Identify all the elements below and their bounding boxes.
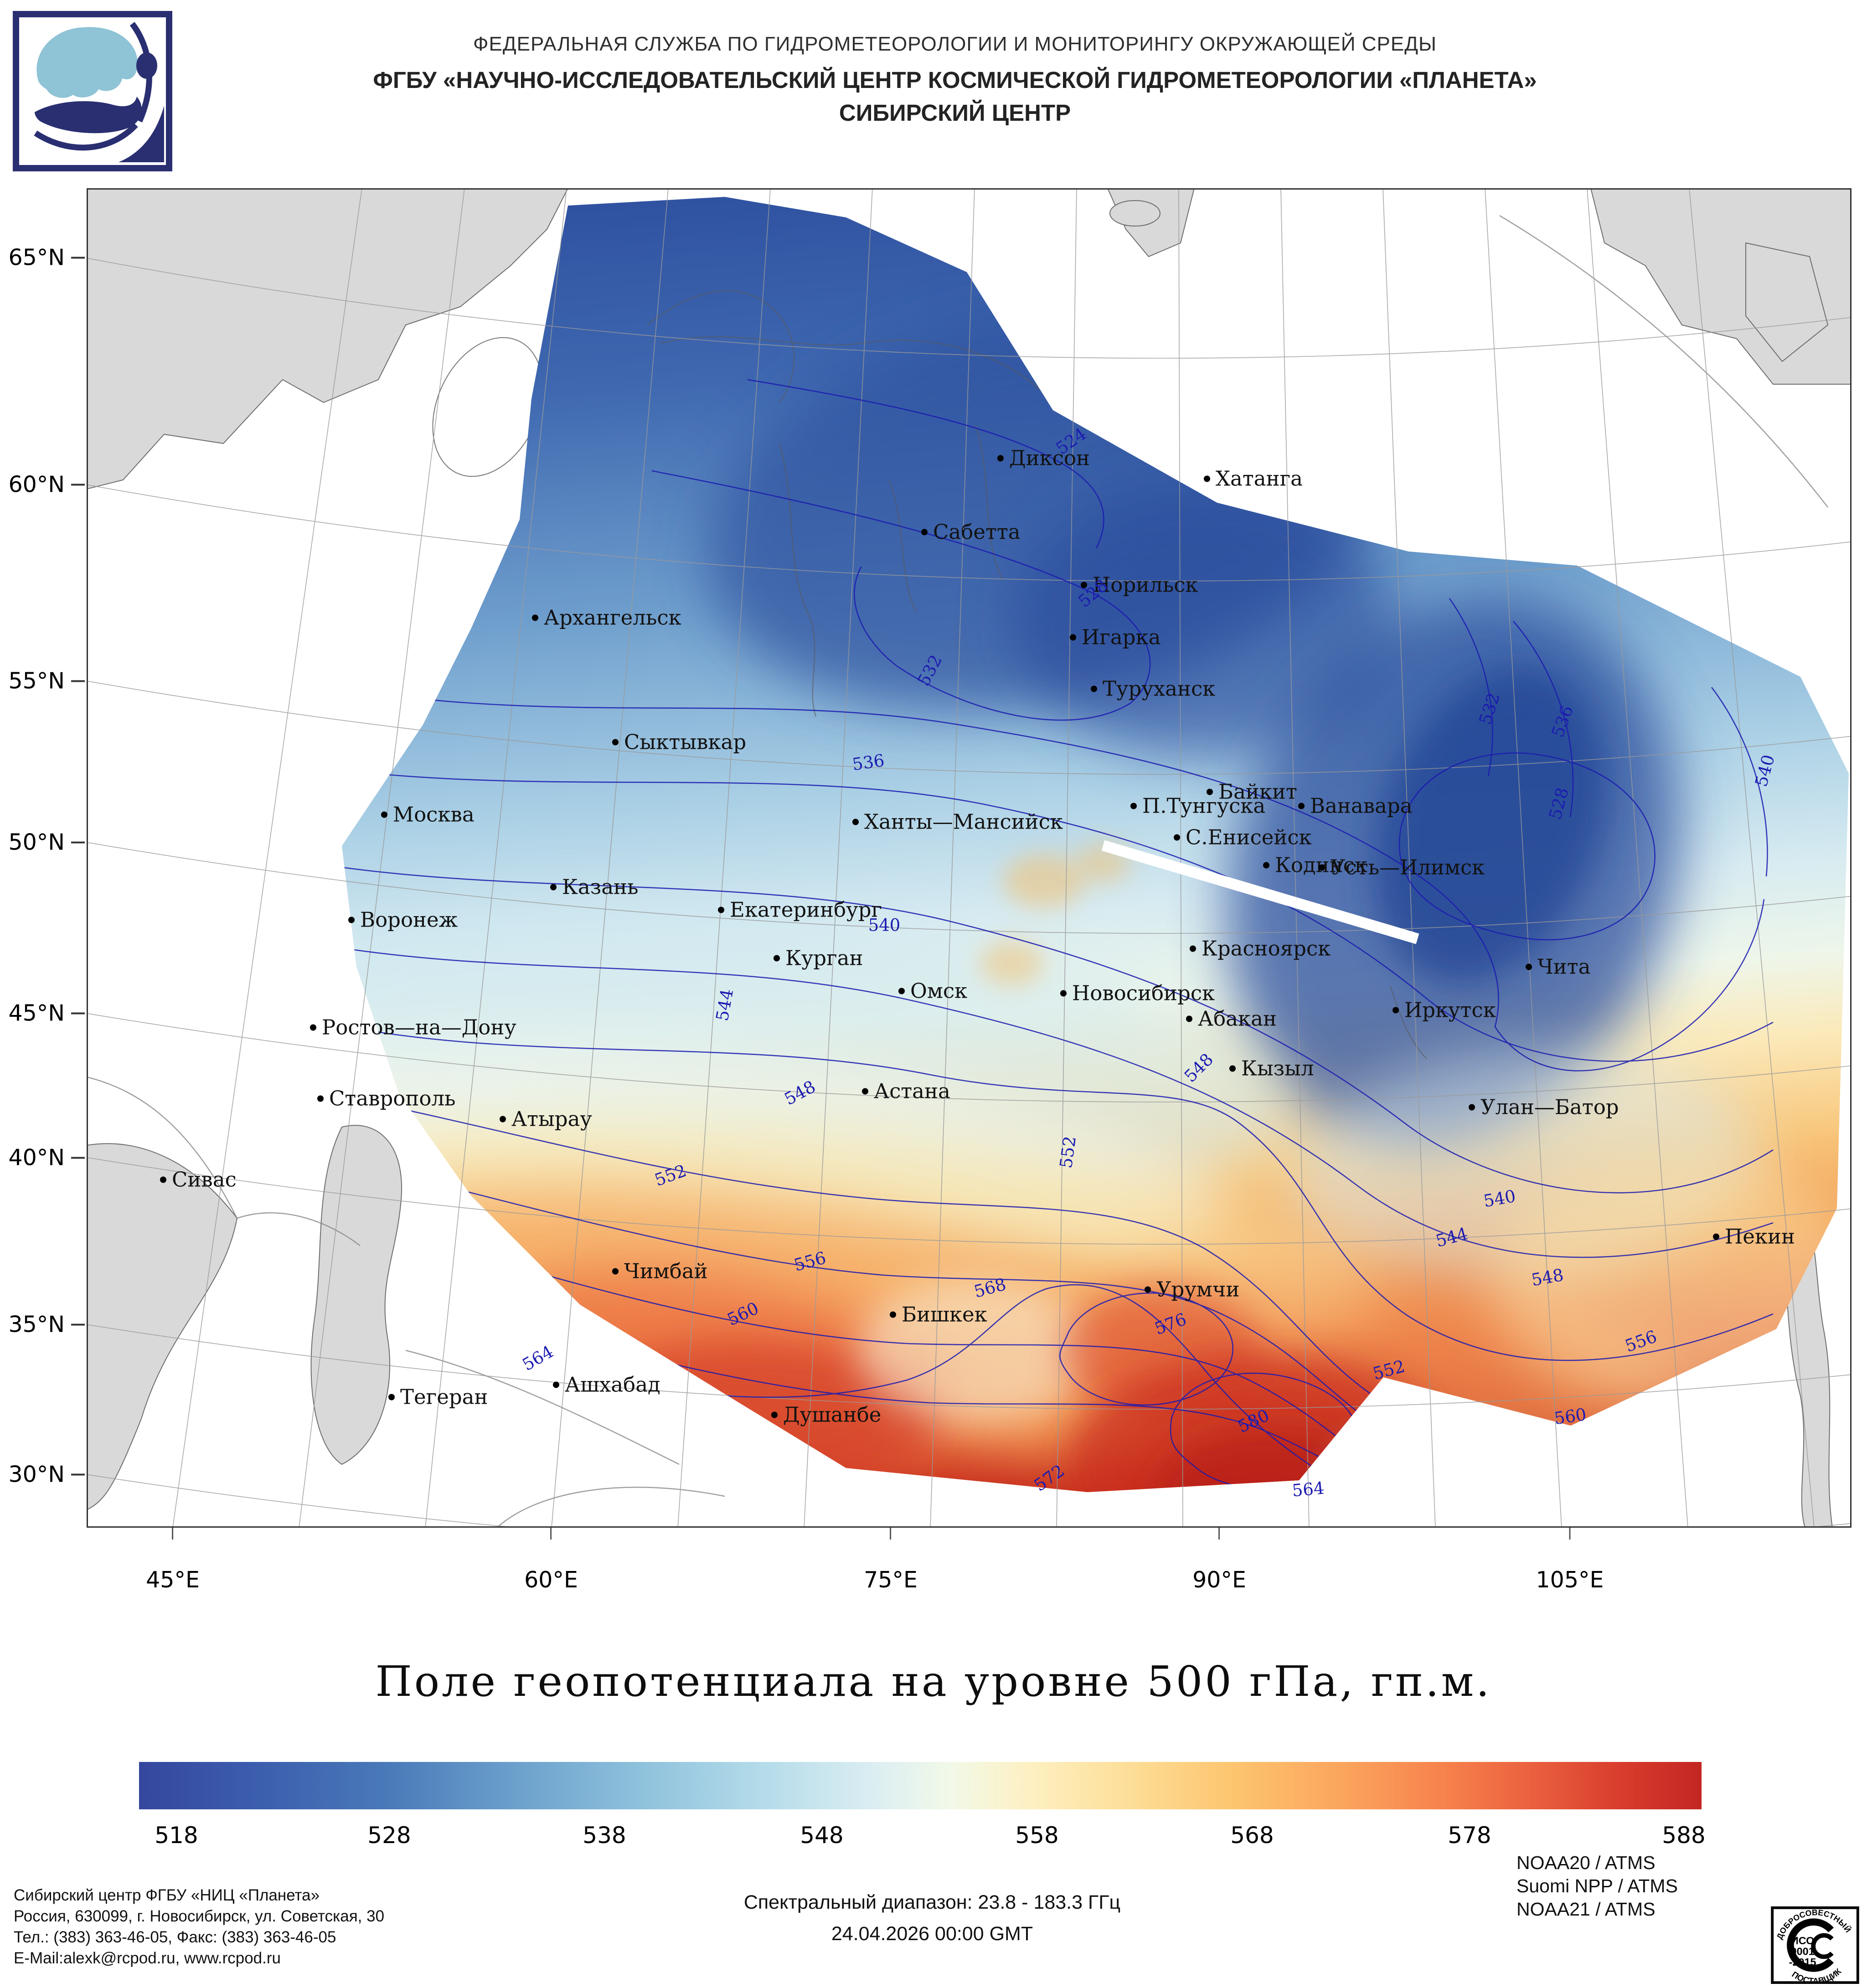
contact-line: Россия, 630099, г. Новосибирск, ул. Сове… [14,1907,385,1925]
lat-label: 30°N [8,1461,65,1488]
lat-tick [71,1324,85,1325]
colorbar-tick-label: 568 [1230,1822,1274,1849]
colorbar-tick-label: 528 [367,1822,411,1849]
lon-tick [1218,1528,1220,1540]
lat-tick [71,1012,85,1014]
colorbar-gradient [139,1762,1702,1809]
lon-tick [1569,1528,1571,1540]
header-center: СИБИРСКИЙ ЦЕНТР [839,100,1071,126]
lat-row: 40°N [0,1145,85,1171]
graticule [87,188,1852,1528]
lon-label: 75°E [864,1567,918,1593]
iso-l2: 9001 [1791,1946,1815,1957]
colorbar-tick-label: 548 [800,1822,844,1849]
lat-label: 45°N [8,1000,65,1026]
lat-tick [71,257,85,258]
lat-label: 65°N [8,244,65,271]
geo-map [87,188,1852,1528]
lon-col: 60°E [524,1528,578,1593]
colorbar-tick-label: 538 [583,1822,626,1849]
colorbar-tick-label: 588 [1662,1822,1706,1849]
lat-tick [71,484,85,485]
lon-tick [890,1528,892,1540]
lon-col: 45°E [146,1528,200,1593]
map-border [87,188,1852,1528]
lon-tick [172,1528,174,1540]
land-masses [87,188,1852,1528]
lat-label: 35°N [8,1311,65,1338]
lat-label: 40°N [8,1144,65,1171]
lon-tick [550,1528,552,1540]
contact-block: Сибирский центр ФГБУ «НИЦ «Планета» Росс… [14,1885,384,1969]
colorbar-tick-label: 518 [155,1822,198,1849]
satellite-line: NOAA20 / ATMS [1516,1852,1656,1873]
lat-row: 50°N [0,829,85,855]
lat-row: 35°N [0,1312,85,1338]
planeta-logo [13,11,172,171]
lon-col: 105°E [1536,1528,1604,1593]
iso-l1: ИСО [1791,1935,1814,1947]
lon-col: 75°E [864,1528,918,1593]
lon-label: 90°E [1192,1567,1246,1593]
lat-tick [71,1157,85,1159]
data-coastlines [647,290,1427,1059]
lat-row: 60°N [0,472,85,498]
datetime: 24.04.2026 00:00 GMT [831,1923,1033,1945]
lat-label: 60°N [8,471,65,498]
header-agency: ФЕДЕРАЛЬНАЯ СЛУЖБА ПО ГИДРОМЕТЕОРОЛОГИИ … [473,33,1437,55]
satellite-line: Suomi NPP / ATMS [1516,1875,1678,1896]
iso-l3: -2015 [1789,1956,1816,1968]
colorbar-tick-label: 558 [1015,1822,1059,1849]
lat-row: 45°N [0,1000,85,1026]
iso-badge: ДОБРОСОВЕСТНЫЙ ПОСТАВЩИК ИСО 9001 -2015 [1769,1906,1861,1986]
contact-line: Тел.: (383) 363-46-05, Факс: (383) 363-4… [14,1928,336,1946]
product-title: Поле геопотенциала на уровне 500 гПа, гп… [375,1657,1492,1706]
lon-label: 105°E [1536,1567,1604,1593]
iso-badge-icon: ДОБРОСОВЕСТНЫЙ ПОСТАВЩИК ИСО 9001 -2015 [1771,1906,1859,1986]
footer-middle: Спектральный диапазон: 23.8 - 183.3 ГГц … [613,1891,1251,1945]
contact-line: Сибирский центр ФГБУ «НИЦ «Планета» [14,1886,320,1904]
map-canvas [87,188,1852,1528]
lat-tick [71,1473,85,1475]
data-gap-stripe [1101,840,1419,944]
contact-line: E-Mail:alexk@rcpod.ru, www.rcpod.ru [14,1949,281,1967]
lat-row: 55°N [0,668,85,694]
lat-row: 65°N [0,245,85,271]
lat-label: 55°N [8,668,65,694]
lat-label: 50°N [8,829,65,855]
colorbar-tick-label: 578 [1448,1822,1491,1849]
header-org: ФГБУ «НАУЧНО-ИССЛЕДОВАТЕЛЬСКИЙ ЦЕНТР КОС… [373,67,1537,93]
lat-row: 30°N [0,1462,85,1488]
satellite-line: NOAA21 / ATMS [1516,1899,1656,1920]
planeta-logo-icon [13,11,172,171]
lon-label: 60°E [524,1567,578,1593]
lat-tick [71,841,85,843]
lon-label: 45°E [146,1567,200,1593]
spectral-range: Спектральный диапазон: 23.8 - 183.3 ГГц [743,1891,1121,1913]
satellite-list: NOAA20 / ATMS Suomi NPP / ATMS NOAA21 / … [1516,1851,1678,1921]
lon-col: 90°E [1192,1528,1246,1593]
lat-tick [71,680,85,682]
